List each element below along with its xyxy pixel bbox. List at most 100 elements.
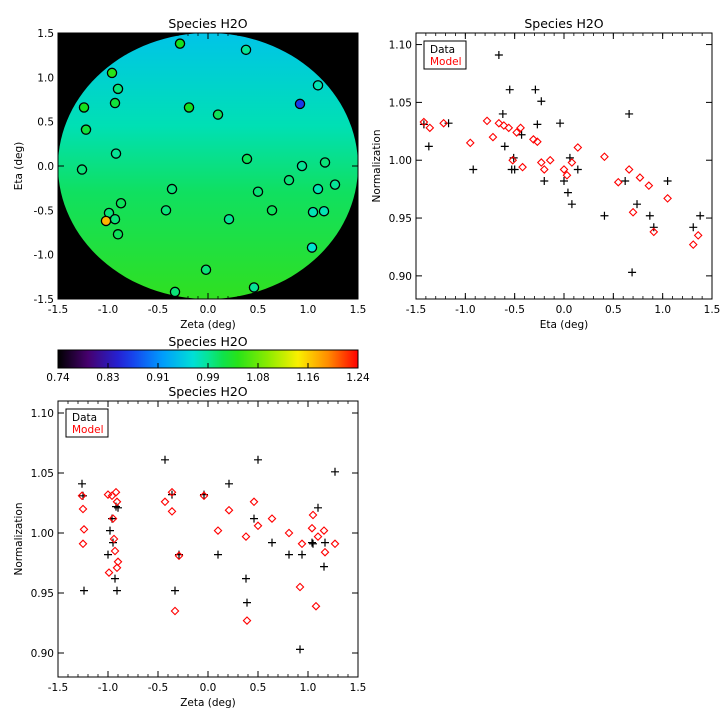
zeta-model-point — [295, 582, 305, 592]
zeta-data-point — [78, 479, 86, 488]
map-point — [283, 174, 295, 186]
eta-model-point — [688, 240, 698, 250]
map-xtick-label: 1.0 — [300, 304, 317, 316]
zeta-model-point — [110, 546, 120, 556]
colorbar-tick-label: 0.83 — [96, 372, 119, 384]
zeta-model-point — [111, 487, 121, 497]
zeta-title: Species H2O — [168, 384, 247, 399]
eta-model-point — [494, 118, 504, 128]
map-xtick-label: -1.0 — [98, 304, 119, 316]
zeta-data-point — [296, 645, 304, 654]
zeta-xtick-label: -1.5 — [48, 682, 69, 694]
zeta-model-point — [170, 606, 180, 616]
map-point — [110, 148, 122, 159]
map-point — [112, 83, 124, 95]
eta-model-point — [635, 173, 645, 182]
zeta-model-point — [79, 525, 89, 534]
zeta-data-point — [171, 586, 179, 595]
eta-ytick-label: 0.95 — [389, 213, 412, 225]
eta-model-point — [693, 231, 703, 240]
map-point — [306, 242, 318, 253]
eta-model-point — [516, 123, 525, 133]
map-point — [76, 164, 88, 175]
eta-model-point — [419, 117, 429, 127]
eta-model-point — [508, 155, 518, 165]
map-title: Species H2O — [168, 16, 247, 31]
map-point — [248, 282, 260, 293]
zeta-data-point — [254, 455, 262, 464]
map-point — [223, 213, 235, 225]
field-of-view — [58, 33, 358, 299]
zeta-data-point — [242, 574, 250, 583]
map-point — [329, 179, 341, 190]
map-ytick-label: 0.0 — [37, 161, 54, 173]
zeta-model-point — [319, 526, 329, 535]
zeta-ytick-label: 1.10 — [31, 408, 54, 420]
map-xtick-label: -1.5 — [48, 304, 69, 316]
zeta-data-point — [298, 550, 306, 559]
eta-ytick-label: 1.05 — [389, 97, 412, 109]
eta-data-point — [649, 223, 658, 232]
zeta-model-point — [213, 526, 223, 535]
eta-data-point — [500, 142, 509, 151]
zeta-legend-data: Data — [72, 412, 97, 424]
map-point — [318, 205, 330, 217]
eta-model-point — [536, 158, 546, 167]
eta-data-point — [633, 200, 642, 209]
zeta-data-point — [161, 455, 169, 464]
eta-ytick-label: 0.90 — [389, 271, 412, 283]
eta-xtick-label: 1.5 — [704, 304, 720, 316]
eta-ylabel: Normalization — [371, 130, 383, 203]
map-point — [200, 264, 212, 275]
zeta-ytick-label: 0.90 — [31, 648, 54, 660]
colorbar-tick-label: 1.08 — [246, 372, 269, 384]
eta-xtick-label: -1.0 — [455, 304, 476, 316]
eta-data-point — [419, 120, 428, 129]
map-xtick-label: 0.5 — [250, 304, 267, 316]
colorbar-tick-label: 1.16 — [296, 372, 320, 384]
map-point — [106, 67, 118, 79]
eta-legend — [423, 40, 467, 70]
eta-data-point — [645, 211, 654, 220]
eta-data-point — [628, 268, 637, 277]
zeta-model-point — [112, 497, 122, 507]
zeta-data-point — [309, 539, 317, 548]
eta-model-point — [504, 123, 514, 133]
zeta-xtick-label: 0.5 — [250, 682, 267, 694]
map-point — [109, 97, 121, 109]
eta-ytick-label: 1.00 — [389, 155, 412, 167]
zeta-data-point — [214, 550, 222, 559]
map-point — [183, 102, 195, 113]
zeta-data-point — [111, 574, 119, 583]
eta-ytick-label: 1.10 — [389, 40, 412, 52]
zeta-model-point — [167, 487, 177, 497]
eta-data-point — [625, 109, 634, 118]
eta-model-point — [545, 155, 555, 165]
zeta-ytick-label: 1.00 — [31, 528, 54, 540]
eta-model-point — [663, 194, 672, 203]
zeta-model-point — [284, 528, 294, 538]
zeta-data-point — [109, 538, 117, 547]
zeta-model-point — [224, 505, 234, 515]
eta-model-point — [624, 165, 634, 174]
zeta-model-point — [103, 490, 113, 499]
map-xtick-label: 0.0 — [200, 304, 217, 316]
eta-model-point — [482, 116, 492, 126]
eta-data-point — [567, 200, 576, 209]
zeta-data-point — [243, 598, 251, 607]
zeta-xtick-label: 0.0 — [200, 682, 217, 694]
zeta-model-point — [109, 534, 119, 544]
eta-model-point — [518, 162, 527, 172]
eta-xtick-label: -1.5 — [406, 304, 427, 316]
zeta-model-point — [107, 491, 117, 501]
map-point — [100, 215, 112, 227]
eta-model-point — [439, 118, 449, 128]
eta-xtick-label: 1.0 — [654, 304, 671, 316]
map-ytick-label: 1.5 — [37, 28, 54, 40]
map-point — [166, 183, 178, 195]
eta-model-point — [499, 121, 509, 130]
zeta-ytick-label: 1.05 — [31, 468, 54, 480]
zeta-model-point — [330, 539, 340, 549]
